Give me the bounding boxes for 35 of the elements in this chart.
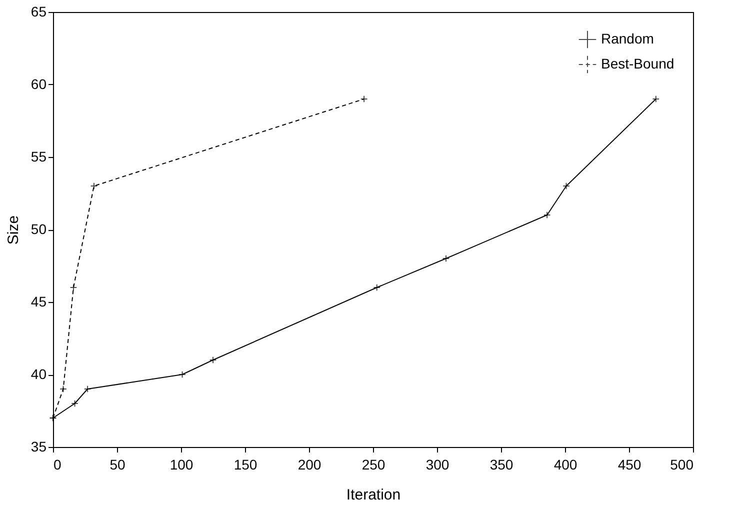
point xyxy=(84,385,92,393)
x-tick-label: 0 xyxy=(54,456,62,472)
x-tick-label: 100 xyxy=(170,456,194,472)
point xyxy=(652,95,660,103)
x-tick-label: 300 xyxy=(426,456,450,472)
point xyxy=(60,385,67,393)
x-tick-label: 150 xyxy=(234,456,258,472)
point xyxy=(90,182,98,190)
point xyxy=(442,254,450,262)
point xyxy=(209,356,217,364)
point xyxy=(543,211,551,219)
legend-label: Random xyxy=(601,30,654,46)
x-tick-label: 450 xyxy=(618,456,642,472)
y-axis-title: Size xyxy=(4,215,22,245)
x-tick-label: 200 xyxy=(298,456,322,472)
point xyxy=(373,284,380,292)
x-tick-label: 50 xyxy=(110,456,126,472)
y-tick-label: 55 xyxy=(30,148,47,164)
x-tick-label: 250 xyxy=(362,456,386,472)
point xyxy=(562,182,570,190)
y-tick-label: 45 xyxy=(30,294,47,310)
y-tick-label: 40 xyxy=(30,366,47,382)
legend-label: Best-Bound xyxy=(601,56,674,72)
y-tick-label: 50 xyxy=(30,221,47,237)
point xyxy=(360,95,368,103)
y-tick-label: 60 xyxy=(30,76,47,92)
y-tick-label: 65 xyxy=(30,4,47,20)
x-tick-label: 400 xyxy=(554,456,578,472)
point xyxy=(70,284,78,292)
point xyxy=(178,370,186,378)
x-axis-title: Iteration xyxy=(346,486,401,504)
x-tick-label: 500 xyxy=(670,456,694,472)
y-tick-label: 35 xyxy=(30,438,47,454)
point xyxy=(71,400,78,408)
x-tick-label: 350 xyxy=(490,456,514,472)
